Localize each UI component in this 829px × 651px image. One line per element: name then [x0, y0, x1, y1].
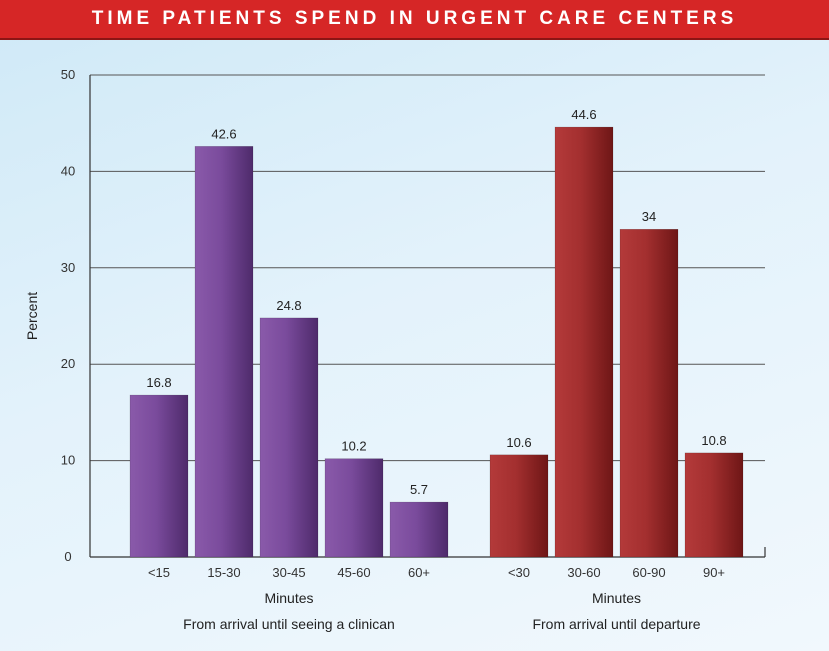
data-label: 44.6: [571, 107, 596, 122]
labels: 0 10 20 30 40 50 Percent 16.8 <15 42.6 15-30 24.8 30…: [24, 67, 727, 632]
x-tick-label: 30-60: [567, 565, 600, 580]
x-tick-label: 60+: [408, 565, 430, 580]
bars: [129, 126, 744, 558]
bar: [619, 228, 679, 558]
bar: [324, 458, 384, 558]
y-tick-label: 40: [61, 163, 75, 178]
bar: [259, 317, 319, 558]
data-label: 42.6: [211, 126, 236, 141]
bar: [489, 454, 549, 558]
bar: [194, 146, 254, 558]
y-tick-label: 10: [61, 453, 75, 468]
bar: [684, 452, 744, 558]
x-tick-label: 30-45: [272, 565, 305, 580]
x-tick-label: 45-60: [337, 565, 370, 580]
data-label: 24.8: [276, 298, 301, 313]
x-tick-label: 15-30: [207, 565, 240, 580]
x-axis-title: Minutes: [264, 590, 313, 606]
x-axis-title: Minutes: [592, 590, 641, 606]
x-tick-label: <15: [148, 565, 170, 580]
bar: [554, 126, 614, 558]
y-tick-label: 50: [61, 67, 75, 82]
x-tick-label: 90+: [703, 565, 725, 580]
data-label: 16.8: [146, 375, 171, 390]
data-label: 10.6: [506, 435, 531, 450]
x-tick-label: <30: [508, 565, 530, 580]
bar: [129, 394, 189, 558]
bar: [389, 501, 449, 558]
group-subtitle: From arrival until departure: [532, 616, 700, 632]
y-tick-label: 0: [64, 549, 71, 564]
chart-title: TIME PATIENTS SPEND IN URGENT CARE CENTE…: [91, 8, 738, 29]
group-subtitle: From arrival until seeing a clinican: [183, 616, 395, 632]
y-axis-title: Percent: [24, 292, 40, 340]
data-label: 5.7: [410, 482, 428, 497]
title-bar: TIME PATIENTS SPEND IN URGENT CARE CENTE…: [0, 0, 829, 40]
y-tick-label: 20: [61, 356, 75, 371]
data-label: 34: [642, 209, 656, 224]
y-tick-label: 30: [61, 260, 75, 275]
data-label: 10.8: [701, 433, 726, 448]
data-label: 10.2: [341, 439, 366, 454]
x-tick-label: 60-90: [632, 565, 665, 580]
